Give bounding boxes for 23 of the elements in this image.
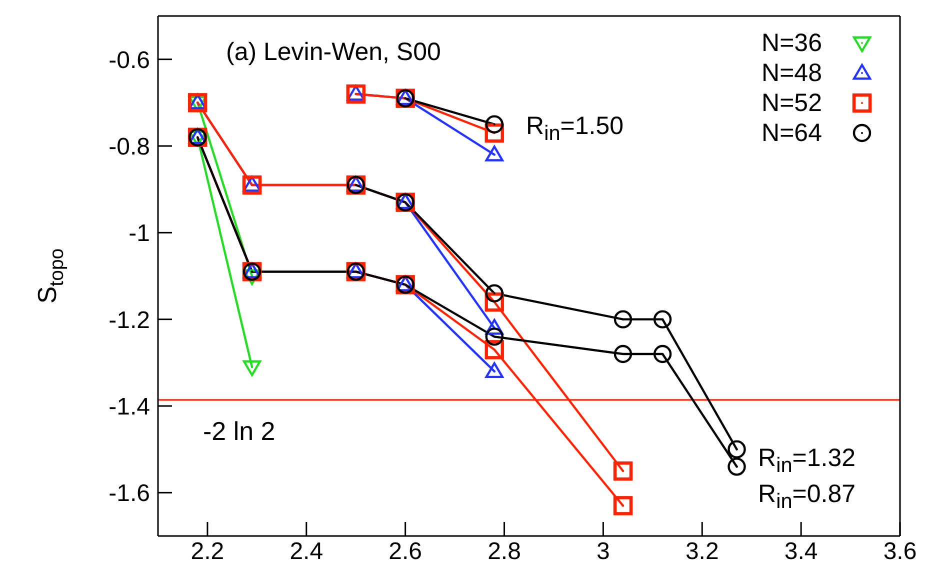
- text: (a) Levin-Wen, S00: [226, 38, 441, 67]
- y-tick-label: -1: [128, 220, 150, 248]
- annotation: R$_{in}$=1.50: [526, 112, 624, 146]
- x-tick-label: 3.6: [883, 538, 917, 566]
- annotation: R$_{in}$=0.87: [758, 480, 856, 514]
- y-tick-label: -1.4: [108, 394, 150, 421]
- y-tick-label: -1.6: [108, 480, 150, 508]
- y-tick-label: -0.8: [108, 134, 150, 161]
- x-tick-label: 2.2: [190, 538, 224, 566]
- legend-label: N=36: [762, 28, 822, 58]
- ref-line-label: -2 ln 2: [203, 416, 276, 446]
- x-tick-label: 3.4: [784, 538, 818, 566]
- y-tick-label: -0.6: [108, 46, 150, 74]
- x-tick-label: 3.2: [685, 538, 719, 566]
- x-tick-label: 3: [596, 538, 610, 566]
- x-tick-label: 2.6: [388, 538, 422, 566]
- y-tick-label: -1.2: [108, 306, 150, 334]
- annotation: R$_{in}$=1.32: [758, 444, 856, 478]
- legend-label: N=64: [762, 118, 822, 148]
- legend-label: N=52: [762, 88, 822, 118]
- x-tick-label: 2.8: [488, 538, 521, 566]
- legend-label: N=48: [762, 58, 822, 88]
- x-tick-label: 2.4: [290, 538, 324, 566]
